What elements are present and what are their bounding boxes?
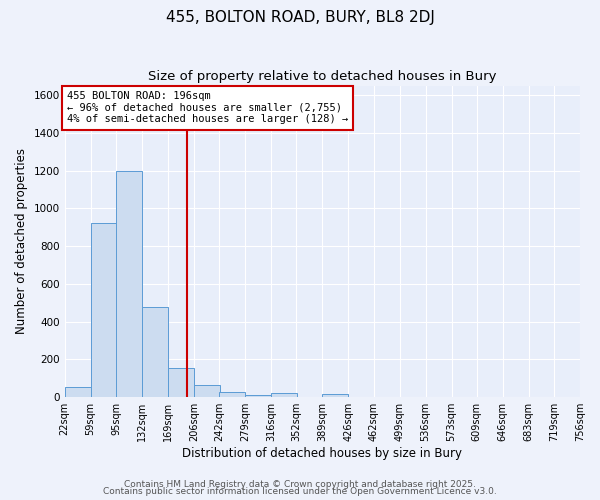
Bar	[322, 394, 349, 397]
Bar	[168, 368, 194, 397]
Bar	[245, 396, 271, 397]
Text: Contains HM Land Registry data © Crown copyright and database right 2025.: Contains HM Land Registry data © Crown c…	[124, 480, 476, 489]
Text: 455, BOLTON ROAD, BURY, BL8 2DJ: 455, BOLTON ROAD, BURY, BL8 2DJ	[166, 10, 434, 25]
Text: 455 BOLTON ROAD: 196sqm
← 96% of detached houses are smaller (2,755)
4% of semi-: 455 BOLTON ROAD: 196sqm ← 96% of detache…	[67, 91, 348, 124]
Y-axis label: Number of detached properties: Number of detached properties	[15, 148, 28, 334]
X-axis label: Distribution of detached houses by size in Bury: Distribution of detached houses by size …	[182, 447, 463, 460]
Bar	[91, 224, 116, 397]
Bar	[219, 392, 245, 397]
Bar	[116, 170, 142, 397]
Bar	[194, 385, 220, 397]
Bar	[65, 387, 91, 397]
Text: Contains public sector information licensed under the Open Government Licence v3: Contains public sector information licen…	[103, 488, 497, 496]
Bar	[142, 306, 168, 397]
Title: Size of property relative to detached houses in Bury: Size of property relative to detached ho…	[148, 70, 497, 83]
Bar	[271, 394, 297, 397]
